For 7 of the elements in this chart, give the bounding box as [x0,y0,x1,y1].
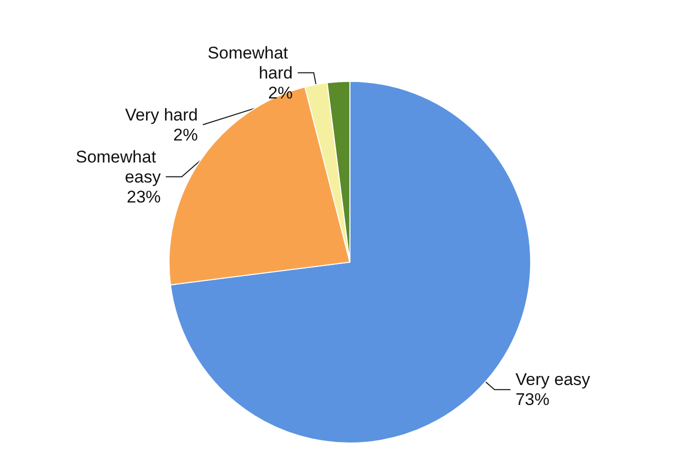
data-label: 23% [126,187,161,206]
slice-label: Somewhat hard [208,43,293,82]
data-label: 2% [173,125,198,144]
slice-label: Very hard [125,105,198,124]
slice-label: Somewhat easy [76,147,162,186]
slice-label: Very easy [515,370,591,390]
data-label: 73% [515,390,550,410]
